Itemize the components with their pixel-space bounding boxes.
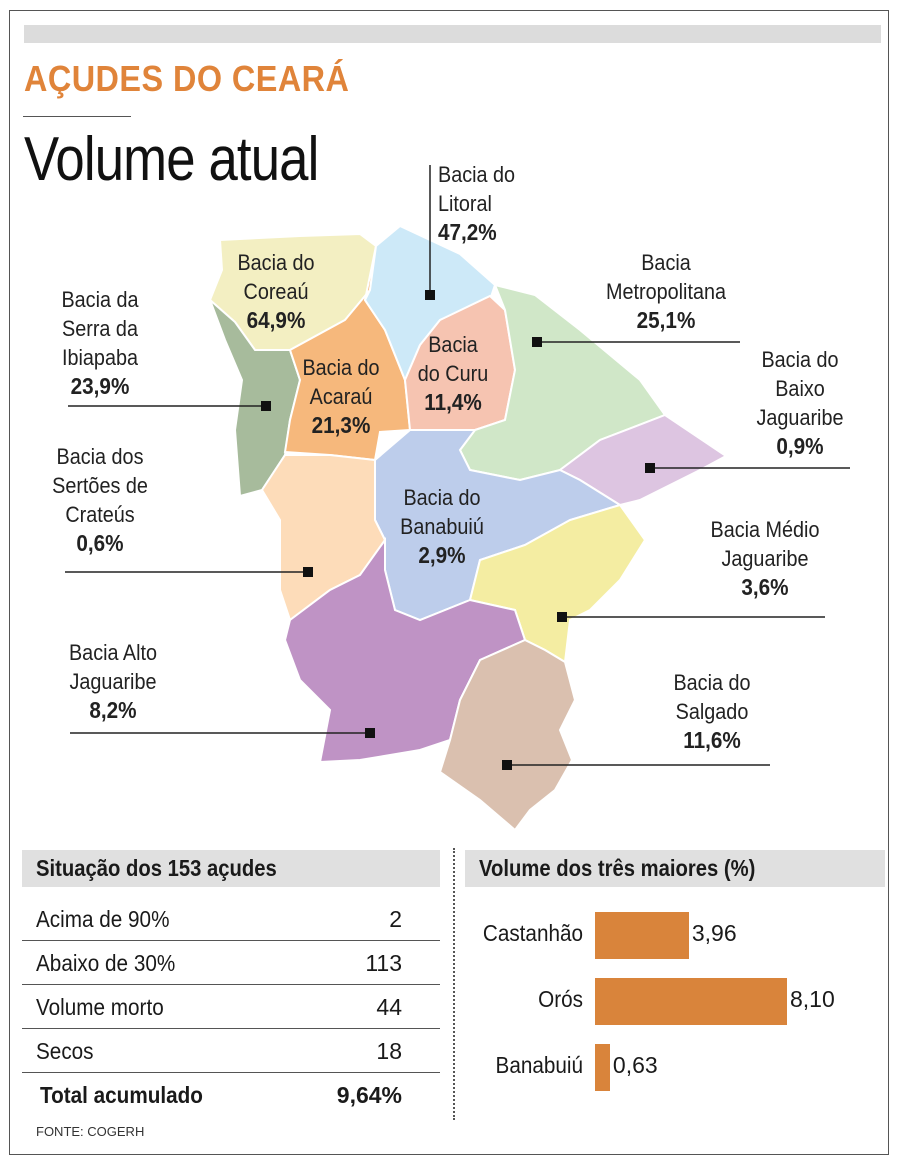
total-row: Total acumulado 9,64% (22, 1073, 440, 1117)
region-value: 21,3% (311, 412, 371, 438)
region-label: Bacia do Coreaú 64,9% (237, 248, 314, 335)
region-value: 11,4% (424, 389, 482, 415)
panel-divider (453, 848, 455, 1120)
region-label: Bacia Médio Jaguaribe 3,6% (711, 515, 820, 602)
region-marker (532, 337, 542, 347)
kicker-title: AÇUDES DO CEARÁ (24, 58, 350, 99)
top-bar (24, 25, 881, 43)
source-note: FONTE: COGERH (36, 1124, 145, 1139)
table-title: Situação dos 153 açudes (36, 855, 277, 881)
region-label: Bacia do Acaraú 21,3% (302, 353, 379, 440)
row-label: Secos (36, 1038, 94, 1064)
bar-category: Castanhão (482, 920, 583, 946)
region-label: Bacia dos Sertões de Crateús 0,6% (52, 442, 148, 558)
total-label: Total acumulado (40, 1082, 203, 1108)
region-marker (425, 290, 435, 300)
region-11 (438, 638, 577, 832)
bar-2 (595, 1044, 610, 1091)
region-value: 0,6% (76, 530, 124, 556)
row-value: 18 (376, 1038, 402, 1064)
region-marker (303, 567, 313, 577)
region-name: Bacia do Coreaú (237, 250, 315, 304)
region-name: Bacia do Litoral (438, 162, 516, 216)
page-title: Volume atual (24, 125, 319, 194)
region-name: Bacia Metropolitana (606, 250, 726, 304)
region-name: Bacia do Curu (417, 332, 489, 386)
region-marker (557, 612, 567, 622)
region-name: Bacia Médio Jaguaribe (710, 517, 820, 571)
region-value: 25,1% (636, 307, 696, 333)
region-name: Bacia do Salgado (673, 670, 751, 724)
row-label: Volume morto (36, 994, 164, 1020)
region-value: 64,9% (246, 307, 306, 333)
chart-title: Volume dos três maiores (%) (479, 855, 756, 881)
region-label: Bacia do Baixo Jaguaribe 0,9% (757, 345, 844, 461)
bar-0 (595, 912, 689, 959)
row-value: 113 (365, 950, 402, 976)
region-marker (261, 401, 271, 411)
region-marker (502, 760, 512, 770)
region-value: 23,9% (70, 373, 130, 399)
region-value: 0,9% (776, 433, 824, 459)
table-row: Acima de 90% 2 (22, 897, 440, 941)
region-name: Bacia Alto Jaguaribe (68, 640, 158, 694)
region-value: 2,9% (418, 542, 466, 568)
table-header: Situação dos 153 açudes (22, 850, 440, 887)
bar-value-label: 8,10 (789, 986, 835, 1012)
region-name: Bacia da Serra da Ibiapaba (61, 287, 139, 370)
region-label: Bacia da Serra da Ibiapaba 23,9% (61, 285, 138, 401)
table-row: Volume morto 44 (22, 985, 440, 1029)
bar-value-label: 0,63 (612, 1052, 658, 1078)
title-rule (23, 116, 131, 117)
frame-border (9, 10, 889, 1155)
region-label: Bacia do Banabuiú 2,9% (400, 483, 484, 570)
region-label: Bacia do Litoral 47,2% (438, 160, 515, 247)
region-name: Bacia dos Sertões de Crateús (52, 444, 148, 527)
region-label: Bacia Metropolitana 25,1% (606, 248, 726, 335)
total-value: 9,64% (336, 1082, 402, 1108)
region-name: Bacia do Banabuiú (400, 485, 484, 539)
row-label: Acima de 90% (36, 906, 170, 932)
table-row: Secos 18 (22, 1029, 440, 1073)
row-label: Abaixo de 30% (36, 950, 176, 976)
region-label: Bacia do Salgado 11,6% (673, 668, 750, 755)
region-label: Bacia do Curu 11,4% (418, 330, 488, 417)
region-value: 8,2% (89, 697, 137, 723)
row-value: 2 (389, 906, 402, 932)
row-value: 44 (376, 994, 402, 1020)
region-label: Bacia Alto Jaguaribe 8,2% (69, 638, 157, 725)
region-name: Bacia do Baixo Jaguaribe (756, 347, 844, 430)
bar-value-label: 3,96 (691, 920, 737, 946)
region-name: Bacia do Acaraú (302, 355, 380, 409)
bar-category: Orós (538, 986, 583, 1012)
region-value: 11,6% (683, 727, 741, 753)
region-marker (365, 728, 375, 738)
bar-category: Banabuiú (495, 1052, 583, 1078)
region-marker (645, 463, 655, 473)
region-value: 3,6% (741, 574, 789, 600)
table-row: Abaixo de 30% 113 (22, 941, 440, 985)
bar-1 (595, 978, 787, 1025)
region-value: 47,2% (438, 219, 497, 245)
chart-header: Volume dos três maiores (%) (465, 850, 885, 887)
